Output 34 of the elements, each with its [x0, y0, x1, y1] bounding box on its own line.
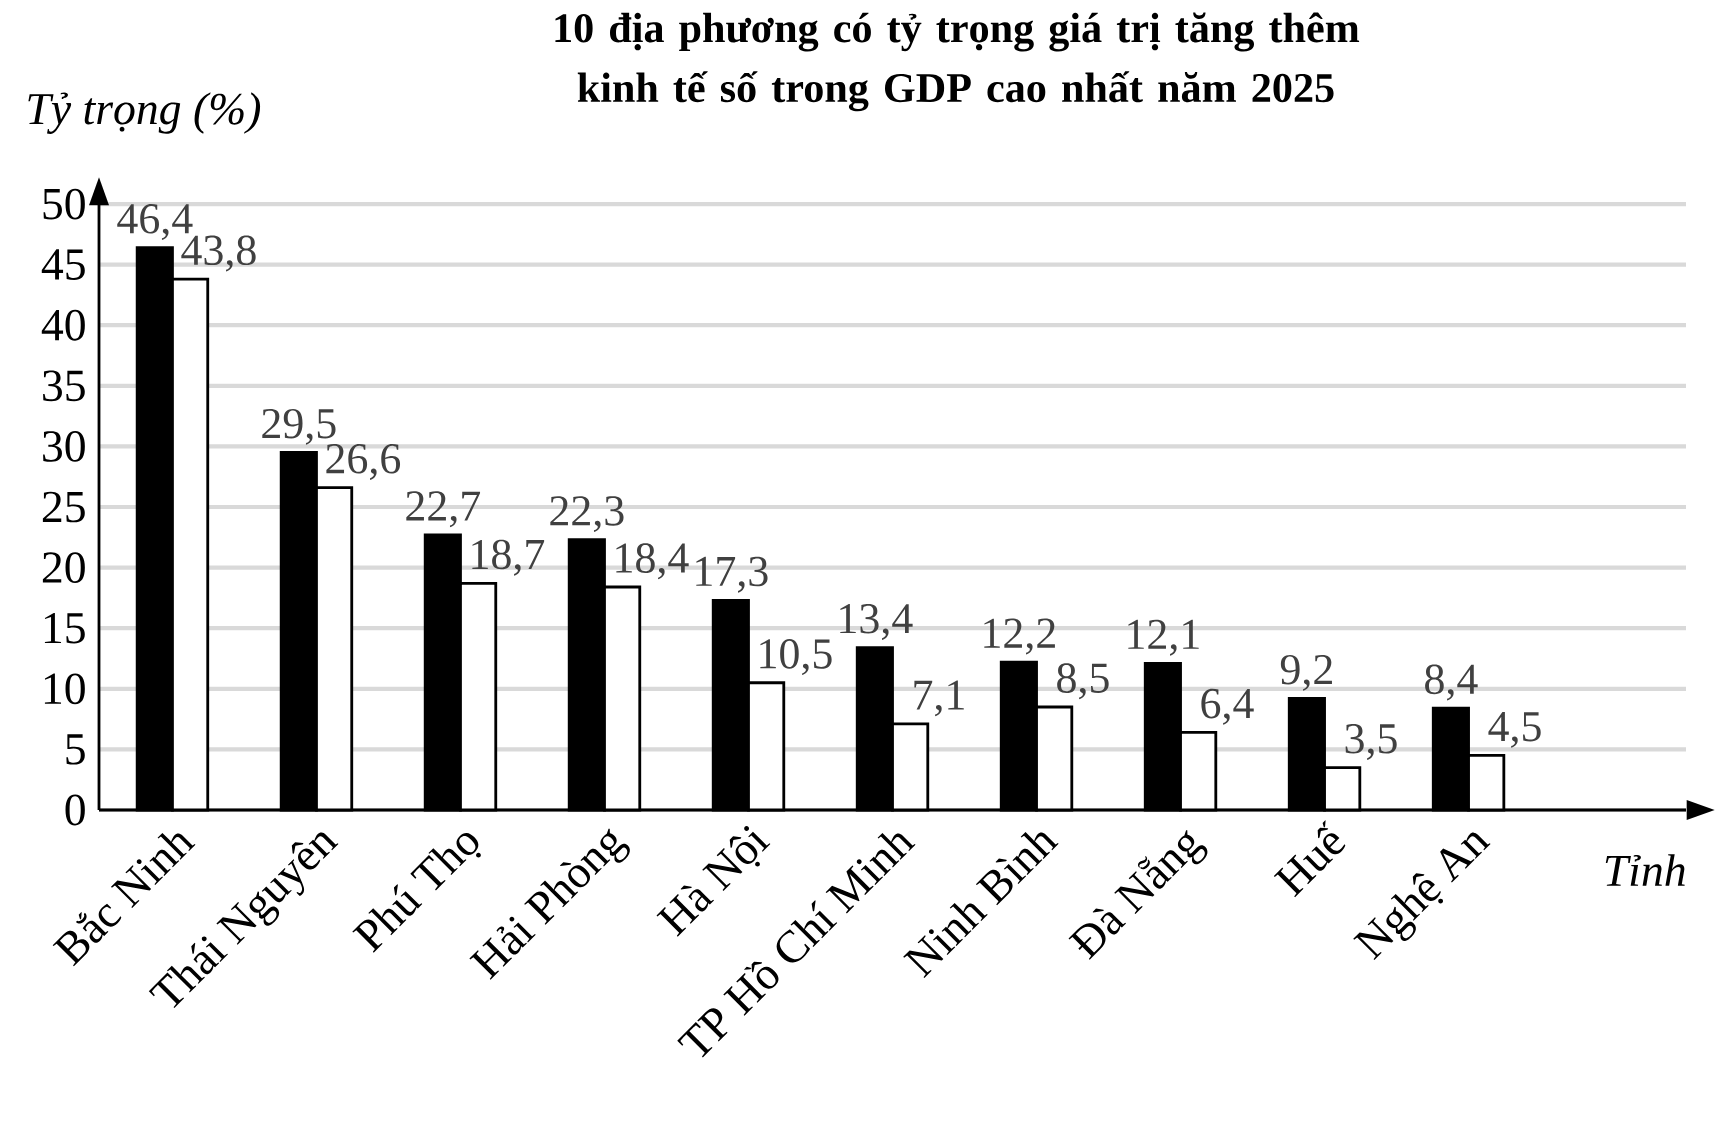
- data-label: 17,3: [696, 556, 768, 593]
- y-axis-title: Tỷ trọng (%): [28, 92, 261, 134]
- x-tick-label: Hà Nội: [656, 826, 771, 937]
- y-tick-label: 15: [44, 612, 85, 644]
- data-label: 12,2: [984, 618, 1055, 655]
- data-label: 12,1: [1128, 619, 1199, 656]
- y-tick-label: 50: [43, 188, 85, 220]
- y-tick-label: 30: [43, 431, 85, 462]
- data-label: 26,6: [326, 444, 401, 480]
- data-label: 18,7: [472, 539, 545, 576]
- data-label: 10,5: [760, 639, 832, 676]
- data-label: 6,4: [1201, 688, 1254, 725]
- x-axis-title: Tỉnh: [1605, 854, 1685, 886]
- data-label: 3,5: [1345, 723, 1397, 760]
- y-tick-label: 40: [41, 309, 85, 341]
- data-label: 29,5: [262, 408, 336, 445]
- data-label: 8,4: [1425, 664, 1478, 701]
- data-label: 9,2: [1280, 654, 1332, 691]
- data-label: 7,1: [914, 680, 964, 717]
- x-tick-label: Huế: [1273, 820, 1346, 898]
- data-label: 8,5: [1057, 663, 1109, 700]
- data-label: 4,5: [1488, 712, 1541, 748]
- y-tick-label: 10: [44, 673, 85, 705]
- y-tick-label: 5: [66, 734, 85, 765]
- data-label: 18,4: [616, 543, 689, 580]
- y-tick-label: 0: [65, 794, 85, 826]
- data-label: 22,7: [406, 491, 481, 528]
- data-label: 22,3: [550, 496, 624, 533]
- chart-title: 10 địa phương có tỷ trọng giá trị tăng thêm kinh tế số trong GDP cao nhất năm 2025: [555, 12, 1360, 112]
- data-label: 13,4: [840, 604, 913, 640]
- y-tick-label: 35: [43, 370, 85, 402]
- y-tick-label: 20: [42, 552, 85, 584]
- y-tick-label: 45: [41, 249, 85, 280]
- y-tick-label: 25: [42, 491, 85, 523]
